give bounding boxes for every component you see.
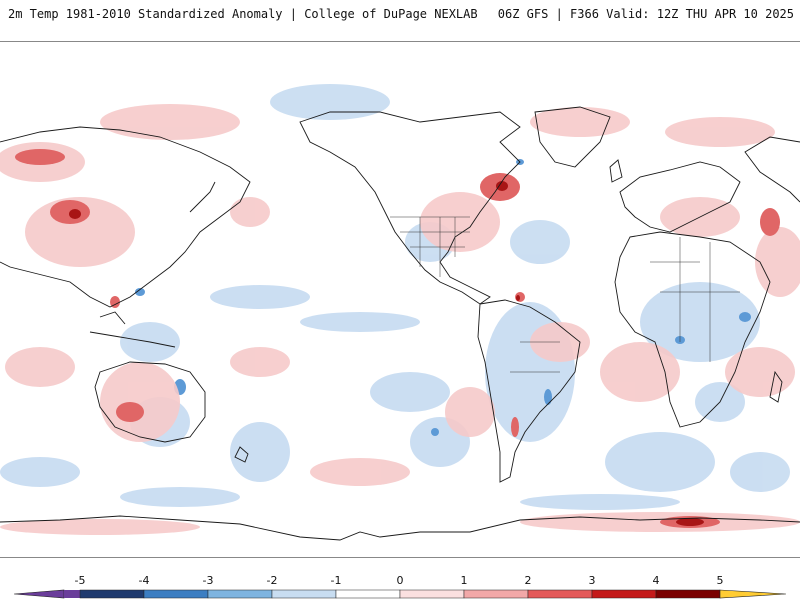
- colorbar-tick-label: 0: [397, 574, 404, 587]
- colorbar-segment: [591, 589, 657, 599]
- extreme-warm-spots: [69, 181, 704, 526]
- colorbar-segment: [64, 590, 80, 598]
- colorbar-tick-label: 5: [717, 574, 724, 587]
- colorbar-segment: [463, 589, 529, 599]
- colorbar-arrow-low: [13, 589, 65, 599]
- colorbar-segment: [271, 589, 337, 599]
- colorbar-segment: [399, 589, 465, 599]
- colorbar-tick-label: 4: [653, 574, 660, 587]
- colorbar-segment: [143, 589, 209, 599]
- header: 2m Temp 1981-2010 Standardized Anomaly |…: [0, 0, 800, 28]
- colorbar-tick-label: -3: [203, 574, 214, 587]
- colorbar-tick-label: -5: [75, 574, 86, 587]
- model-valid-time: 06Z GFS | F366 Valid: 12Z THU APR 10 202…: [497, 7, 794, 21]
- colorbar-tick-label: -1: [331, 574, 342, 587]
- colorbar-tick-label: -2: [267, 574, 278, 587]
- colorbar-segment: [335, 589, 401, 599]
- colorbar-tick-label: 2: [525, 574, 532, 587]
- colorbar-segment: [79, 589, 145, 599]
- political-borders: [390, 216, 740, 373]
- colorbar-tick-label: 1: [461, 574, 468, 587]
- map-canvas: [0, 42, 800, 557]
- anomaly-map: [0, 41, 800, 558]
- colorbar-segment: [207, 589, 273, 599]
- colorbar-segment: [527, 589, 593, 599]
- coastlines: [0, 106, 800, 541]
- map-title: 2m Temp 1981-2010 Standardized Anomaly |…: [8, 7, 478, 21]
- colorbar-tick-label: 3: [589, 574, 596, 587]
- color-legend: -5 -4 -3 -2 -1 0 1 2 3 4 5: [0, 560, 800, 600]
- colorbar-tick-label: -4: [139, 574, 150, 587]
- colorbar-segment: [655, 589, 721, 599]
- colorbar-arrow-high: [719, 589, 787, 599]
- colorbar-svg: -5 -4 -3 -2 -1 0 1 2 3 4 5: [13, 574, 787, 599]
